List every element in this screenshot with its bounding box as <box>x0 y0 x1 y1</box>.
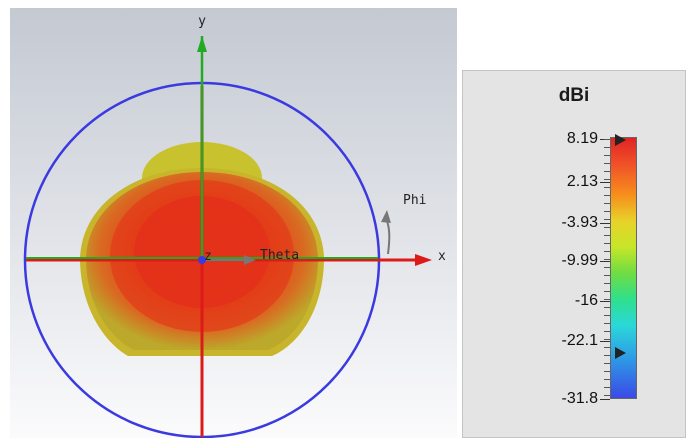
tick-label: -16 <box>574 292 598 309</box>
minor-tick-mark <box>604 171 610 172</box>
tick-mark <box>600 223 610 224</box>
color-scale-bar <box>610 137 637 399</box>
minor-tick-mark <box>604 211 610 212</box>
minor-tick-mark <box>604 347 610 348</box>
minor-tick-mark <box>604 195 610 196</box>
tick-label: 8.19 <box>566 130 598 147</box>
minor-tick-mark <box>604 179 610 180</box>
minor-tick-mark <box>604 283 610 284</box>
minor-tick-mark <box>604 267 610 268</box>
y-axis-label: y <box>198 14 206 29</box>
minor-tick-mark <box>604 219 610 220</box>
reference-axes <box>26 36 432 437</box>
phi-label: Phi <box>403 193 426 208</box>
minor-tick-mark <box>604 315 610 316</box>
minor-tick-mark <box>604 155 610 156</box>
minor-tick-mark <box>604 379 610 380</box>
tick-mark <box>600 261 610 262</box>
minor-tick-mark <box>604 227 610 228</box>
upper-threshold-marker[interactable] <box>615 134 626 146</box>
minor-tick-mark <box>604 371 610 372</box>
tick-label: -3.93 <box>561 214 598 231</box>
minor-tick-mark <box>604 387 610 388</box>
minor-tick-mark <box>604 291 610 292</box>
minor-tick-mark <box>604 275 610 276</box>
minor-tick-mark <box>604 299 610 300</box>
tick-mark <box>600 301 610 302</box>
minor-tick-mark <box>604 187 610 188</box>
tick-mark <box>600 399 610 400</box>
minor-tick-mark <box>604 147 610 148</box>
minor-tick-mark <box>604 331 610 332</box>
minor-tick-mark <box>604 307 610 308</box>
minor-tick-mark <box>604 163 610 164</box>
legend-unit-title: dBi <box>558 85 590 106</box>
minor-tick-mark <box>604 251 610 252</box>
minor-tick-mark <box>604 355 610 356</box>
tick-mark <box>600 182 610 183</box>
lower-threshold-marker[interactable] <box>615 347 626 359</box>
minor-tick-mark <box>604 323 610 324</box>
minor-tick-mark <box>604 395 610 396</box>
3d-farfield-viewport[interactable]: y x z Theta Phi <box>10 8 457 438</box>
minor-tick-mark <box>604 243 610 244</box>
minor-tick-mark <box>604 203 610 204</box>
tick-label: -31.8 <box>561 390 598 407</box>
tick-mark <box>600 341 610 342</box>
tick-label: -9.99 <box>561 252 598 269</box>
z-axis-label: z <box>204 249 212 264</box>
color-legend-panel: dBi 8.19 2.13 -3.93 -9.99 -16 -22.1 -31.… <box>462 70 686 438</box>
theta-label: Theta <box>260 248 299 263</box>
minor-tick-mark <box>604 259 610 260</box>
minor-tick-mark <box>604 235 610 236</box>
minor-tick-mark <box>604 339 610 340</box>
tick-label: -22.1 <box>561 332 598 349</box>
minor-tick-mark <box>604 139 610 140</box>
x-axis-label: x <box>438 249 446 264</box>
tick-label: 2.13 <box>566 173 598 190</box>
minor-tick-mark <box>604 363 610 364</box>
